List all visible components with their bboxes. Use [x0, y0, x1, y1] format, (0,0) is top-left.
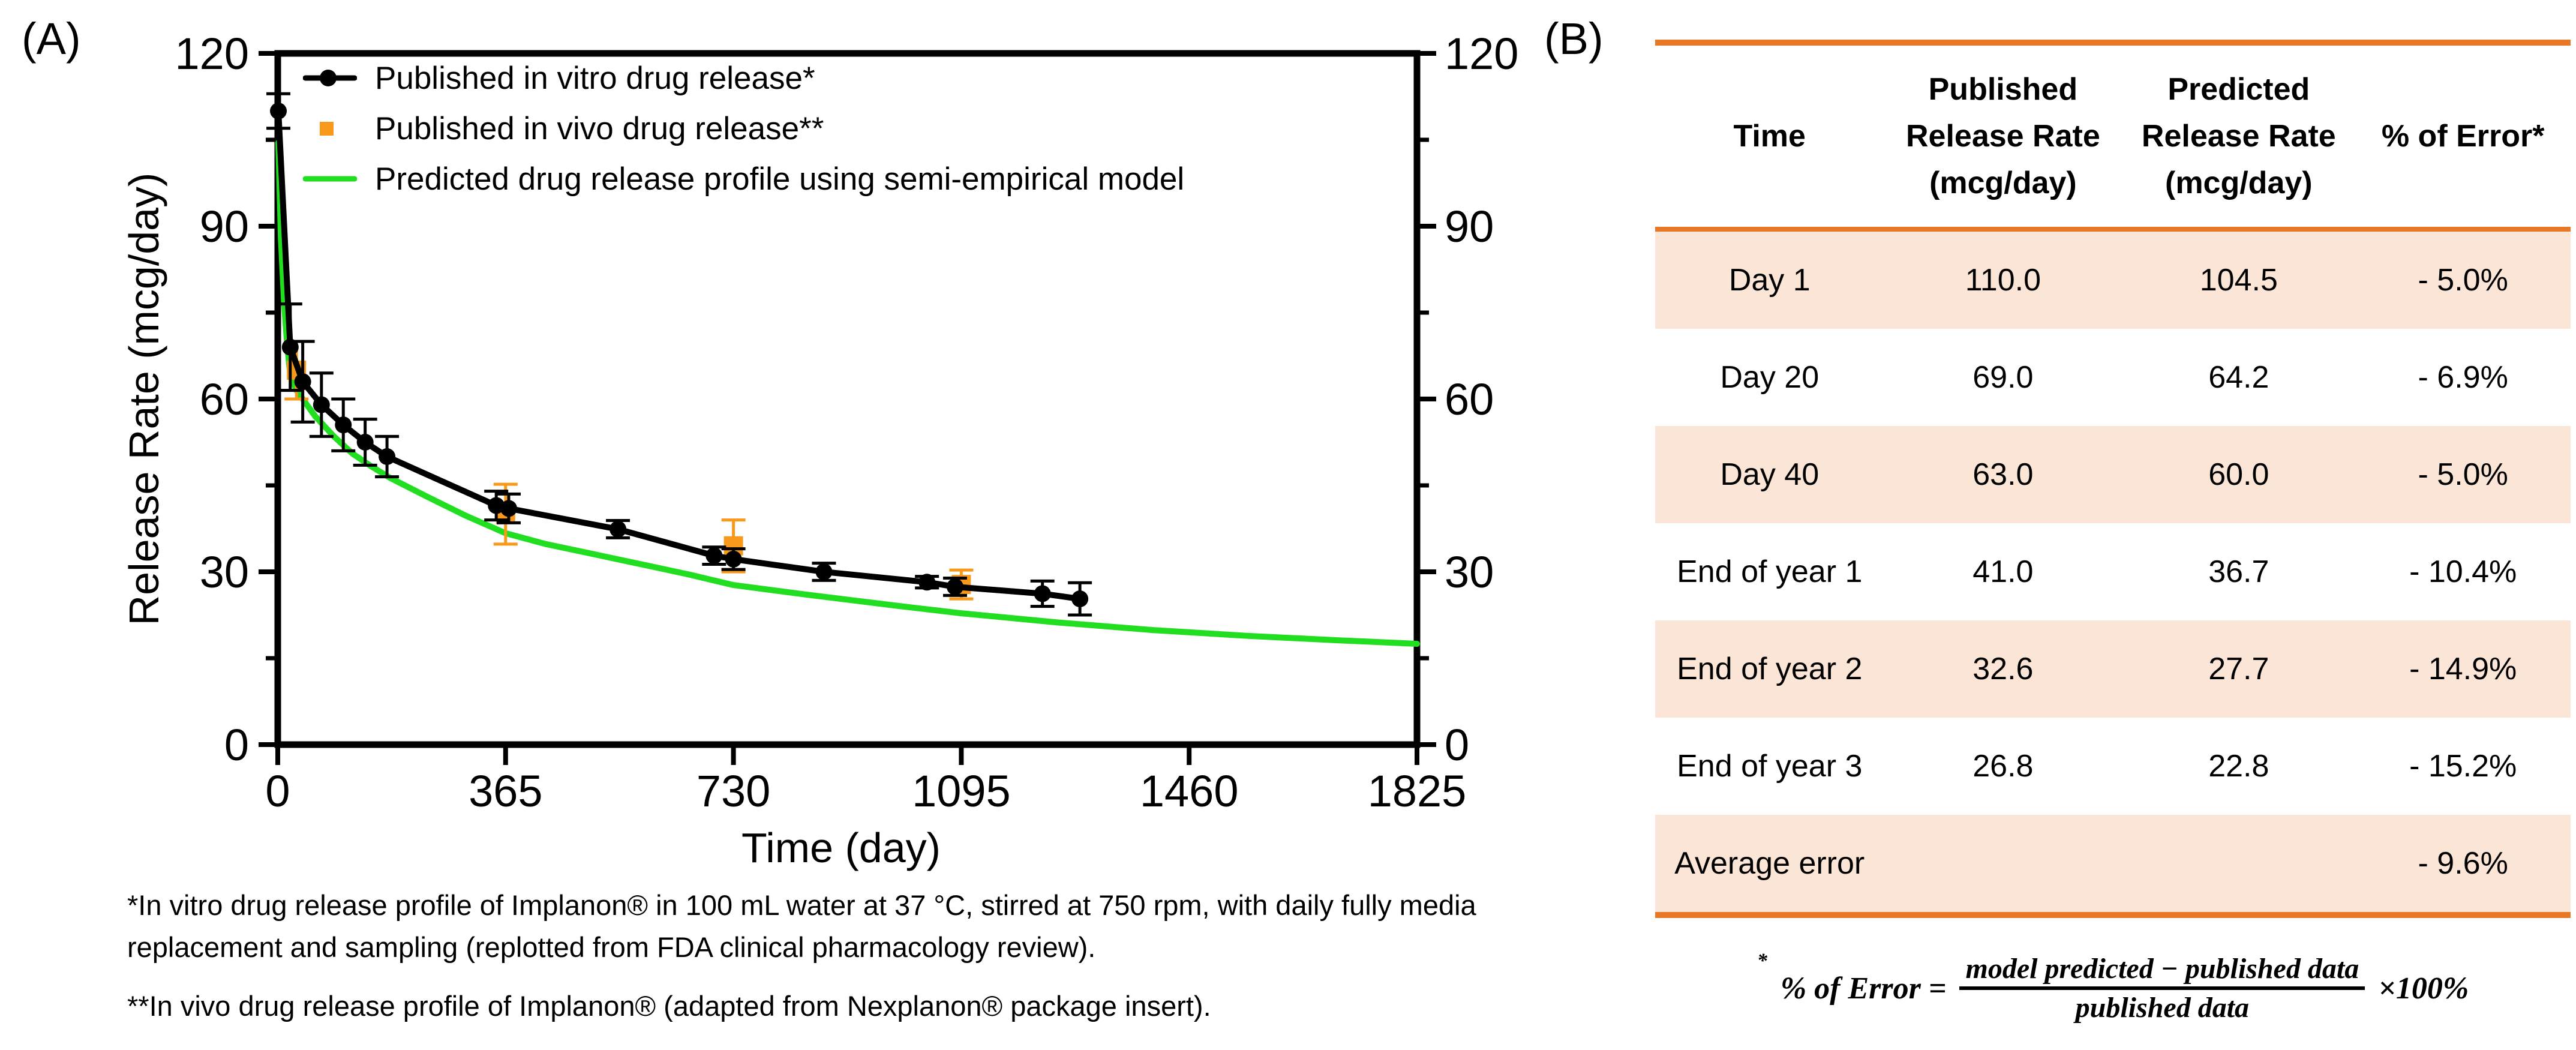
predicted-series: [275, 139, 1420, 647]
svg-text:90: 90: [1445, 202, 1494, 251]
value-cell: 27.7: [2208, 652, 2269, 686]
formula-suffix: ×100%: [2378, 971, 2469, 1006]
header-cell: % of Error*: [2381, 119, 2545, 154]
value-cell: - 15.2%: [2409, 749, 2517, 784]
value-cell: - 9.6%: [2418, 846, 2508, 881]
svg-text:60: 60: [1445, 374, 1494, 424]
footnote-in-vitro: *In vitro drug release profile of Implan…: [127, 889, 1476, 963]
legend-label: Predicted drug release profile using sem…: [375, 161, 1185, 197]
legend-label: Published in vivo drug release**: [375, 110, 824, 146]
table-row: Day 20 69.0 64.2 - 6.9%: [1655, 329, 2571, 426]
value-cell: 41.0: [1972, 554, 2034, 589]
svg-text:0: 0: [224, 720, 249, 770]
table-body: Day 1 110.0 104.5 - 5.0% Day 20 69.0 64.2 - 6.9…: [1655, 232, 2571, 912]
formula-fraction: model predicted − published data publish…: [1959, 951, 2365, 1025]
header-cell: Predicted Release Rate (mcg/day): [2141, 72, 2336, 200]
panel-a: (A) 0 365 730 1095 1460 1825 0 0 30 30 60 60 90 90 120…: [22, 14, 1519, 1022]
row-label-cell: End of year 3: [1677, 749, 1863, 784]
table-top-rule: [1655, 40, 2571, 46]
value-cell: 63.0: [1972, 457, 2034, 492]
table-row: End of year 1 41.0 36.7 - 10.4%: [1655, 523, 2571, 620]
value-cell: 32.6: [1972, 652, 2034, 686]
legend-item-2: Predicted drug release profile using sem…: [303, 154, 1184, 204]
comparison-table: Time Published Release Rate (mcg/day) Pred…: [1655, 40, 2571, 918]
y-axes: 0 0 30 30 60 60 90 90 120 120: [175, 29, 1519, 770]
table-row: End of year 2 32.6 27.7 - 14.9%: [1655, 620, 2571, 718]
x-axis-title: Time (day): [741, 824, 941, 871]
row-label-cell: End of year 2: [1677, 652, 1863, 686]
header-cell: Published Release Rate (mcg/day): [1905, 72, 2100, 200]
value-cell: 110.0: [1965, 263, 2041, 298]
error-formula: * % of Error = model predicted − publish…: [1655, 950, 2571, 1025]
svg-text:60: 60: [200, 374, 249, 424]
value-cell: - 10.4%: [2409, 554, 2517, 589]
x-axis: 0 365 730 1095 1460 1825: [265, 745, 1466, 816]
header-cell: Time: [1733, 119, 1806, 154]
table-row: Average error - 9.6%: [1655, 815, 2571, 912]
formula-asterisk: *: [1757, 950, 1767, 972]
row-label-cell: Day 40: [1720, 457, 1820, 492]
table-bottom-rule: [1655, 912, 2571, 918]
line-marker-icon: [303, 176, 357, 182]
value-cell: 60.0: [2208, 457, 2269, 492]
row-label-cell: Day 1: [1728, 263, 1811, 298]
value-cell: 26.8: [1972, 749, 2034, 784]
table-row: Day 1 110.0 104.5 - 5.0%: [1655, 232, 2571, 329]
value-cell: 69.0: [1972, 360, 2034, 395]
svg-text:90: 90: [200, 202, 249, 251]
legend-item-0: Published in vitro drug release*: [303, 53, 1184, 103]
value-cell: 22.8: [2208, 749, 2269, 784]
value-cell: - 14.9%: [2409, 652, 2517, 686]
value-cell: - 5.0%: [2418, 263, 2508, 298]
panel-b: (B) Time Published Release Rate (mcg/day)…: [1536, 0, 2576, 1050]
line-marker-icon: [303, 70, 357, 86]
formula-lhs: % of Error =: [1780, 971, 1947, 1006]
legend-label: Published in vitro drug release*: [375, 60, 815, 96]
table-header-row: Time Published Release Rate (mcg/day) Pred…: [1655, 46, 2571, 232]
svg-text:30: 30: [200, 547, 249, 597]
legend-item-1: Published in vivo drug release**: [303, 103, 1184, 154]
svg-text:0: 0: [265, 766, 290, 816]
value-cell: - 5.0%: [2418, 457, 2508, 492]
svg-text:30: 30: [1445, 547, 1494, 597]
footnote-in-vivo: **In vivo drug release profile of Implan…: [127, 990, 1211, 1022]
svg-text:1095: 1095: [912, 766, 1011, 816]
svg-text:120: 120: [1445, 29, 1518, 79]
table-row: Day 40 63.0 60.0 - 5.0%: [1655, 426, 2571, 523]
panel-b-label: (B): [1544, 14, 1604, 64]
svg-text:0: 0: [1445, 720, 1469, 770]
in-vitro-series: [266, 92, 1092, 617]
panel-a-label: (A): [22, 14, 81, 64]
chart-legend: Published in vitro drug release* Publishe…: [303, 53, 1184, 204]
svg-text:365: 365: [469, 766, 542, 816]
value-cell: 36.7: [2208, 554, 2269, 589]
row-label-cell: Day 20: [1720, 360, 1820, 395]
y-axis-title: Release Rate (mcg/day): [121, 172, 167, 626]
svg-text:730: 730: [696, 766, 770, 816]
value-cell: 64.2: [2208, 360, 2269, 395]
value-cell: - 6.9%: [2418, 360, 2508, 395]
square-marker-icon: [320, 122, 334, 136]
table-row: End of year 3 26.8 22.8 - 15.2%: [1655, 718, 2571, 815]
svg-text:1825: 1825: [1368, 766, 1467, 816]
formula-numerator: model predicted − published data: [1965, 953, 2359, 985]
svg-text:1460: 1460: [1140, 766, 1239, 816]
fraction-bar: [1959, 986, 2365, 990]
svg-text:120: 120: [175, 29, 249, 79]
row-label-cell: End of year 1: [1677, 554, 1863, 589]
value-cell: 104.5: [2199, 263, 2278, 298]
row-label-cell: Average error: [1674, 846, 1865, 881]
formula-denominator: published data: [2075, 992, 2250, 1024]
